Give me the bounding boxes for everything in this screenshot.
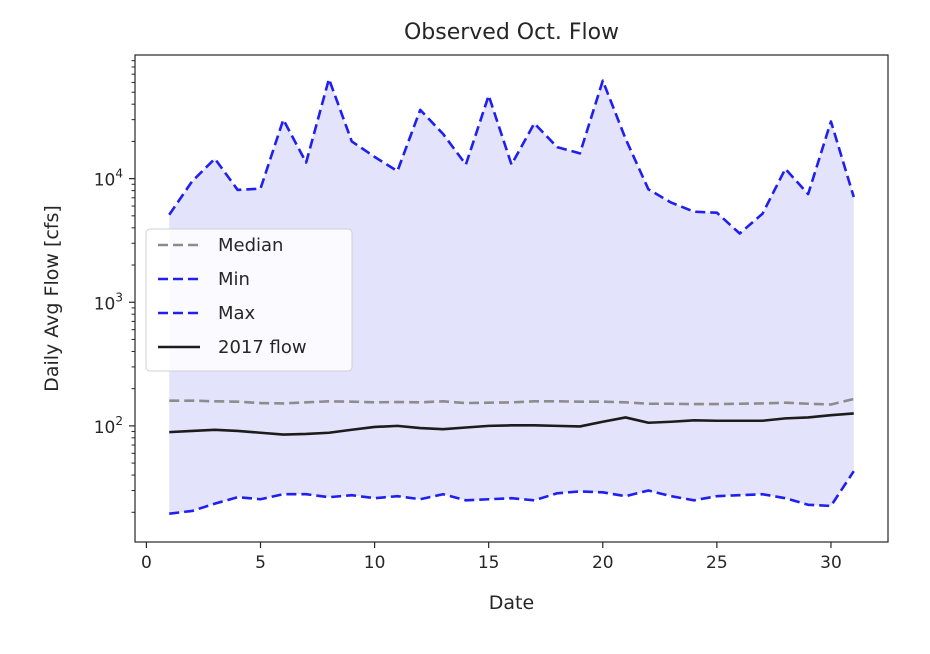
y-axis-ticks: 102 103 104 [94, 60, 135, 513]
chart-title: Observed Oct. Flow [404, 20, 619, 45]
x-tick-label: 5 [255, 553, 266, 573]
legend: Median Min Max 2017 flow [145, 228, 353, 372]
series-line-min [169, 470, 855, 515]
y-tick-label: 103 [94, 290, 123, 314]
x-tick-label: 30 [820, 553, 842, 573]
series-line-max [168, 77, 856, 235]
x-axis-ticks: 0 5 10 15 20 25 30 [141, 542, 842, 573]
x-axis-label: Date [489, 592, 534, 614]
legend-entry-2017-flow: 2017 flow [158, 337, 307, 358]
legend-box [145, 228, 353, 372]
plot-area-frame [134, 54, 889, 543]
x-tick-label: 0 [141, 553, 152, 573]
legend-label: 2017 flow [218, 337, 307, 358]
series-lines [168, 77, 856, 515]
legend-entry-max: Max [158, 303, 256, 324]
x-tick-label: 15 [478, 553, 500, 573]
legend-entry-min: Min [158, 269, 250, 290]
series-line-median [169, 397, 855, 406]
y-axis-label: Daily Avg Flow [cfs] [41, 205, 63, 392]
x-tick-label: 20 [592, 553, 614, 573]
x-tick-label: 25 [706, 553, 728, 573]
legend-label: Min [218, 269, 250, 290]
legend-label: Median [218, 235, 283, 256]
y-tick-label: 104 [94, 167, 123, 191]
series-line-2017-flow [169, 412, 854, 436]
x-tick-label: 10 [364, 553, 386, 573]
legend-entry-median: Median [158, 235, 283, 256]
y-tick-label: 102 [94, 414, 123, 438]
legend-label: Max [218, 303, 256, 324]
